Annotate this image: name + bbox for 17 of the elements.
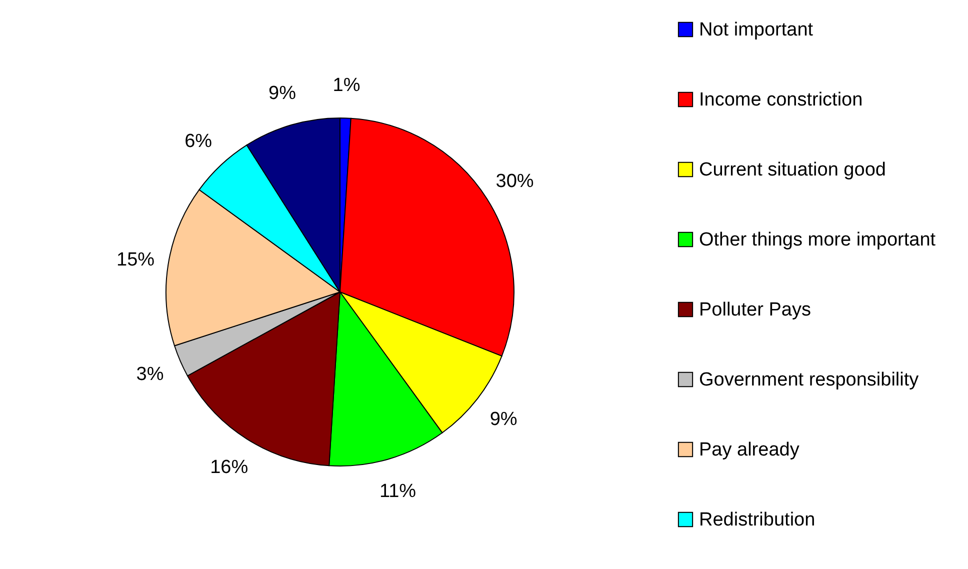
data-label: 9% (490, 408, 518, 430)
legend-label: Government responsibility (699, 370, 920, 390)
data-label: 11% (379, 480, 416, 502)
legend-label: Not important (699, 20, 814, 40)
data-label: 6% (184, 131, 212, 152)
data-label: 16% (210, 456, 248, 478)
legend-label: Current situation good (699, 160, 886, 180)
data-label: 1% (332, 75, 360, 96)
legend-label: Polluter Pays (699, 300, 811, 320)
data-label: 9% (268, 83, 296, 104)
data-label: 3% (136, 364, 164, 386)
data-label: 15% (116, 250, 155, 271)
legend-label: Income constriction (699, 90, 863, 110)
legend-label: Pay already (699, 440, 800, 460)
data-label: 30% (496, 171, 534, 192)
legend-label: Redistribution (699, 510, 816, 530)
legend-label: Other things more important (699, 230, 936, 250)
